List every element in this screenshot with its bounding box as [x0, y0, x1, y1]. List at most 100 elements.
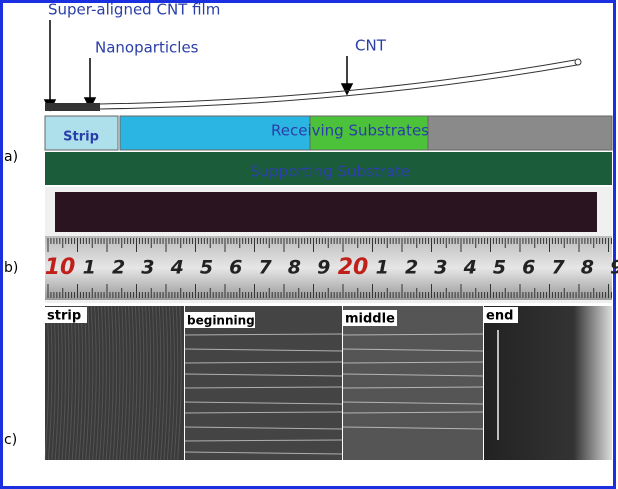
fiber: [126, 305, 131, 461]
sem-image: [185, 306, 342, 460]
annotation: Nanoparticles: [95, 39, 199, 57]
panel-label: b): [4, 260, 18, 276]
image-label-bg: [484, 307, 518, 323]
fiber: [102, 305, 107, 461]
ruler-label: 5: [493, 257, 506, 279]
cnt: [342, 401, 484, 405]
cnt-end: [574, 58, 582, 66]
ruler-label: 7: [258, 257, 272, 279]
image-label: strip: [47, 309, 81, 324]
fiber: [177, 305, 182, 461]
fiber: [119, 305, 124, 461]
fiber: [122, 305, 128, 461]
fiber: [98, 305, 104, 461]
sem-image: [484, 306, 612, 460]
fiber: [112, 305, 118, 461]
cnt: [342, 411, 484, 414]
cnt-line: [44, 64, 578, 111]
fiber: [64, 305, 70, 461]
fiber: [115, 305, 121, 461]
ruler-label: 2: [112, 257, 125, 279]
fiber: [129, 305, 135, 461]
image-label-bg: [45, 307, 87, 323]
supporting-label: Supporting Substrate: [250, 163, 410, 181]
fiber: [68, 305, 73, 461]
ruler-label: 8: [288, 257, 301, 279]
cnt: [184, 426, 343, 430]
receiving-label: Receiving Substrates: [271, 122, 429, 140]
ruler-label: 9: [317, 257, 330, 279]
fiber: [109, 305, 114, 461]
ruler-label: 2: [405, 257, 418, 279]
cnt: [184, 386, 343, 389]
sem-image: [343, 306, 483, 460]
fiber: [153, 305, 158, 461]
fiber: [51, 305, 56, 461]
ruler-label: 10: [45, 255, 76, 280]
cnt-line: [44, 59, 576, 106]
cnt: [342, 373, 484, 377]
panel-label: a): [4, 149, 18, 165]
cnt: [184, 411, 343, 414]
ruler-label: 6: [229, 257, 242, 279]
fiber: [58, 305, 63, 461]
fiber: [44, 305, 50, 461]
cnt: [184, 439, 343, 442]
fiber: [88, 305, 94, 461]
ruler-label: 4: [170, 257, 184, 279]
fiber: [105, 305, 111, 461]
strip-label: Strip: [63, 130, 99, 145]
texture: [44, 305, 182, 461]
cnt: [342, 333, 484, 336]
cnt: [184, 373, 343, 377]
cnt: [184, 333, 343, 336]
ruler-label: 6: [522, 257, 535, 279]
ruler-label: 5: [200, 257, 213, 279]
ruler-label: 1: [83, 257, 96, 279]
fiber: [75, 305, 80, 461]
receiving-box: [427, 115, 613, 151]
fiber: [54, 305, 60, 461]
image-label-bg: [343, 310, 397, 326]
fiber: [81, 305, 87, 461]
ruler-label: 20: [338, 255, 369, 280]
panel-label: c): [4, 432, 17, 448]
image-label: end: [486, 309, 513, 324]
arrows: [43, 20, 354, 112]
cnt: [184, 361, 343, 364]
cnt: [184, 451, 343, 455]
fiber: [160, 305, 165, 461]
ruler-label: 8: [581, 257, 594, 279]
cnt: [342, 348, 484, 352]
image-label: beginning: [187, 314, 255, 328]
fiber: [170, 305, 175, 461]
supporting-box: [45, 152, 612, 185]
fiber: [166, 305, 172, 461]
image-label: middle: [345, 312, 395, 327]
fiber: [95, 305, 101, 461]
cnt: [342, 361, 484, 364]
image-label-bg: [185, 312, 255, 328]
fiber: [71, 305, 77, 461]
fiber: [149, 305, 155, 461]
fiber: [78, 305, 84, 461]
cnt: [342, 386, 484, 389]
annotation: Super-aligned CNT film: [48, 1, 220, 19]
fiber: [156, 305, 162, 461]
annotation: CNT: [355, 37, 387, 55]
ruler-label: 3: [141, 257, 154, 279]
fiber: [163, 305, 169, 461]
cnt: [184, 348, 343, 352]
fiber: [136, 305, 141, 461]
sem-image: [45, 306, 184, 460]
fiber: [143, 305, 148, 461]
ruler-label: 7: [551, 257, 565, 279]
strip-box: [44, 115, 119, 151]
fiber: [132, 305, 138, 461]
film-photo: [55, 192, 597, 232]
cnt-lines: [184, 330, 499, 455]
ruler-label: 9: [610, 257, 618, 279]
